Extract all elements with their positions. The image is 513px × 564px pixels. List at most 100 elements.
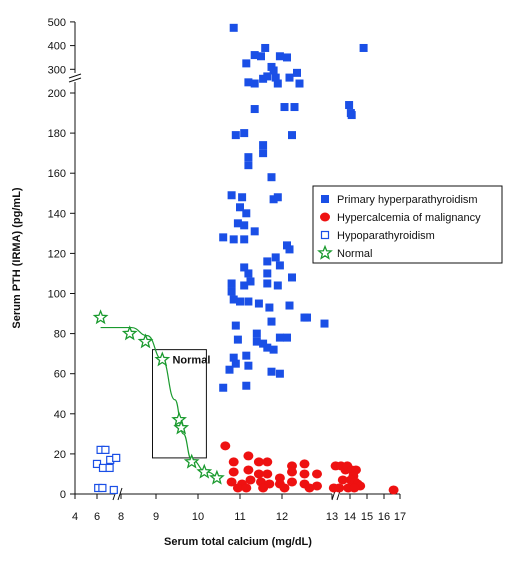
filled-square-point [242,381,251,390]
filled-square-point [269,195,278,204]
legend-marker [321,195,329,203]
y-axis-break [68,73,82,83]
y-tick-label: 0 [60,489,66,501]
filled-square-point [293,68,301,77]
open-star-point [171,411,187,427]
filled-square-point [240,221,249,230]
filled-circle-point [253,457,264,467]
filled-square-point [244,297,253,306]
filled-square-point [240,263,249,272]
filled-square-point [246,277,255,286]
legend-label: Hypercalcemia of malignancy [337,212,481,224]
filled-circle-point [232,483,243,493]
filled-square-point [285,301,294,310]
legend-label: Normal [337,248,372,260]
legend: Primary hyperparathyroidism Hypercalcemia… [312,185,503,264]
filled-square-point [280,103,289,112]
filled-square-point [267,367,276,376]
x-axis-ticks: 4 6 8 9 10 11 12 13 14 15 16 17 [72,494,406,523]
filled-square-point [227,191,236,200]
open-star-point [173,419,190,435]
filled-square-point [263,343,272,352]
filled-square-point [263,257,272,266]
filled-circle-point [243,465,254,475]
filled-square-point [267,173,276,182]
x-axis-title: Serum total calcium (mg/dL) [164,536,312,548]
legend-label: Primary hyperparathyroidism [337,194,478,206]
open-star-point [92,309,109,325]
filled-square-point [263,269,272,278]
filled-square-point [275,369,284,378]
filled-square-point [219,383,228,392]
x-tick-label: 9 [153,511,159,523]
filled-circle-point [334,483,345,493]
open-star-point [137,333,154,349]
filled-circle-point [226,477,237,487]
x-tick-label: 17 [394,511,406,523]
filled-square-point [275,52,284,61]
filled-square-point [231,321,240,330]
x-tick-label: 12 [276,511,288,523]
x-tick-label: 16 [378,511,390,523]
filled-circle-point [243,451,254,461]
filled-circle-point [245,475,256,485]
filled-square-point [269,66,278,75]
filled-square-point [267,317,276,326]
filled-square-point [236,297,244,306]
filled-circle-point [228,457,239,467]
open-square-point [98,463,108,473]
filled-circle-point [304,483,315,493]
filled-square-point [242,351,251,360]
filled-square-point [240,281,249,290]
filled-square-point [231,131,240,140]
filled-square-point [275,333,284,342]
filled-square-point [283,53,291,62]
filled-circle-point [287,467,297,477]
filled-square-point [257,52,265,61]
filled-square-point [250,105,259,114]
filled-square-point [250,227,259,236]
filled-square-point [271,73,280,82]
filled-circle-point [349,483,360,493]
open-square-point [98,483,107,493]
legend-marker [320,212,330,222]
open-square-point [105,463,114,473]
filled-circle-point [253,469,264,479]
legend-marker [317,244,333,260]
y-tick-label: 40 [54,409,66,421]
y-tick-label: 140 [48,208,66,220]
x-tick-label: 13 [326,511,338,523]
filled-square-point [290,103,299,112]
open-square-point [101,445,110,454]
x-tick-label: 6 [94,511,100,523]
y-tick-label: 500 [48,17,66,29]
y-tick-label: 80 [54,329,66,341]
open-star-point [196,463,213,479]
y-tick-label: 300 [48,64,66,76]
filled-square-point [242,209,251,218]
filled-square-point [259,141,268,150]
filled-square-point [233,219,242,228]
legend-box [312,185,503,264]
open-star-point [154,351,171,367]
filled-square-point [285,245,294,254]
x-tick-label: 10 [192,511,204,523]
filled-square-point [288,131,296,140]
x-tick-label: 11 [234,511,245,523]
filled-circle-point [299,469,310,479]
filled-square-point [261,43,270,52]
filled-square-point [244,153,253,162]
filled-circle-point [337,475,348,485]
filled-square-point [273,79,282,88]
normal-range-label: Normal [172,355,210,367]
filled-square-point [288,273,296,282]
filled-square-point [236,203,244,212]
filled-square-point [227,287,236,296]
filled-square-point [273,281,282,290]
filled-square-point [273,193,282,202]
filled-square-point [231,359,240,368]
filled-circle-point [241,483,252,493]
filled-circle-point [228,467,239,477]
open-square-point [109,485,118,495]
filled-square-point [259,149,268,158]
